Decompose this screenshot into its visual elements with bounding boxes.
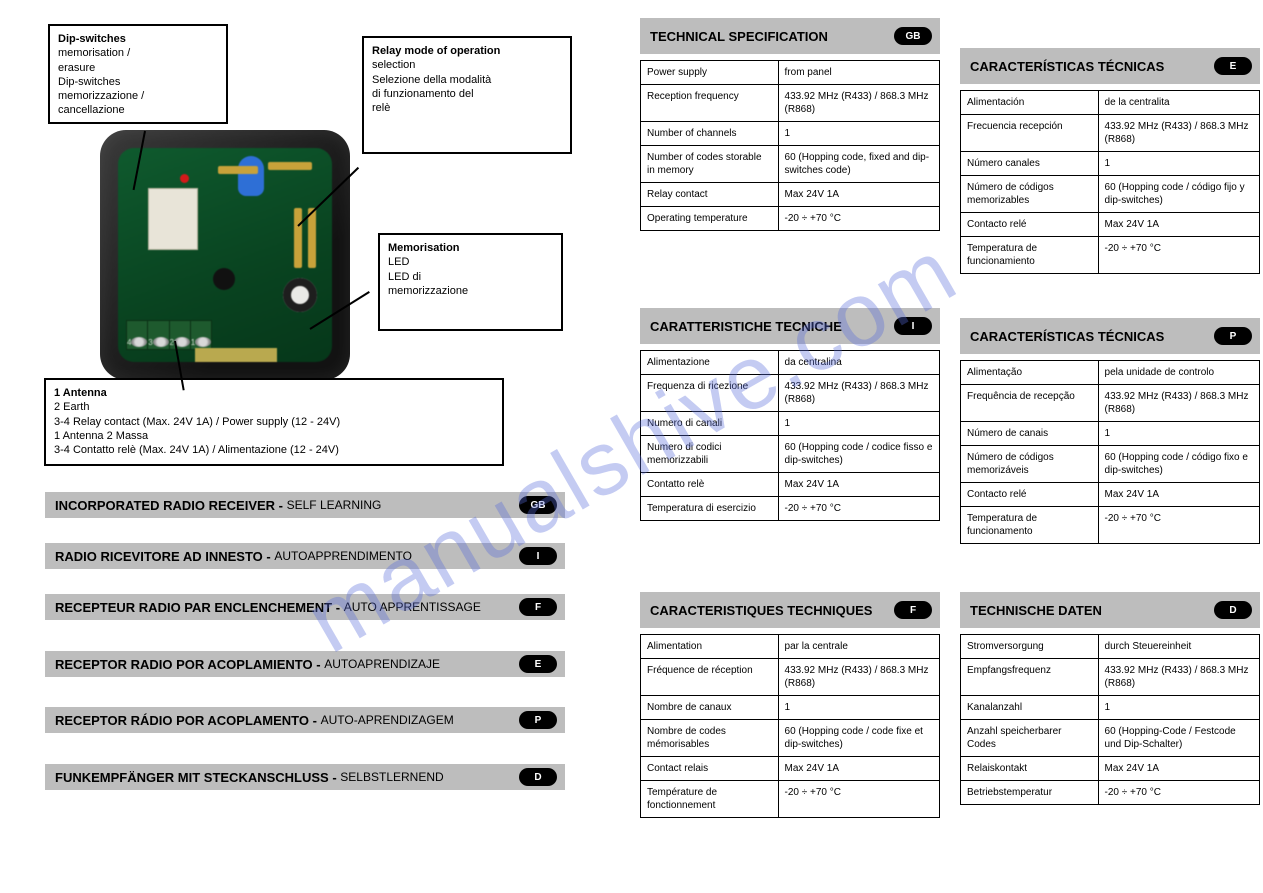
callout-relay: Relay mode of operation selection Selezi… xyxy=(362,36,572,154)
table-p: CARACTERÍSTICAS TÉCNICASP Alimentaçãopel… xyxy=(960,318,1260,544)
lang-pill: F xyxy=(894,601,932,619)
lang-pill: P xyxy=(519,711,557,729)
table-e: CARACTERÍSTICAS TÉCNICASE Alimentaciónde… xyxy=(960,48,1260,274)
lang-pill: E xyxy=(519,655,557,673)
bar-e: RECEPTOR RADIO POR ACOPLAMIENTO - AUTOAP… xyxy=(45,651,565,677)
bar-i: RADIO RICEVITORE AD INNESTO - AUTOAPPREN… xyxy=(45,543,565,569)
lang-pill: GB xyxy=(894,27,932,45)
callout-term: 1 Antenna 2 Earth 3-4 Relay contact (Max… xyxy=(44,378,504,466)
bar-d: FUNKEMPFÄNGER MIT STECKANSCHLUSS - SELBS… xyxy=(45,764,565,790)
lang-pill: I xyxy=(894,317,932,335)
callout-led: Memorisation LED LED di memorizzazione xyxy=(378,233,563,331)
lang-pill: GB xyxy=(519,496,557,514)
lang-pill: I xyxy=(519,547,557,565)
bar-gb: INCORPORATED RADIO RECEIVER - SELF LEARN… xyxy=(45,492,565,518)
table-f: CARACTERISTIQUES TECHNIQUESF Alimentatio… xyxy=(640,592,940,818)
lang-pill: D xyxy=(1214,601,1252,619)
table-gb: TECHNICAL SPECIFICATIONGB Power supplyfr… xyxy=(640,18,940,231)
bar-p: RECEPTOR RÁDIO POR ACOPLAMENTO - AUTO-AP… xyxy=(45,707,565,733)
callout-dip: Dip-switches memorisation / erasure Dip-… xyxy=(48,24,228,124)
bar-f: RECEPTEUR RADIO PAR ENCLENCHEMENT - AUTO… xyxy=(45,594,565,620)
table-i: CARATTERISTICHE TECNICHEI Alimentazioned… xyxy=(640,308,940,521)
lang-pill: E xyxy=(1214,57,1252,75)
lang-pill: D xyxy=(519,768,557,786)
lang-pill: P xyxy=(1214,327,1252,345)
lang-pill: F xyxy=(519,598,557,616)
table-d: TECHNISCHE DATEND Stromversorgungdurch S… xyxy=(960,592,1260,805)
